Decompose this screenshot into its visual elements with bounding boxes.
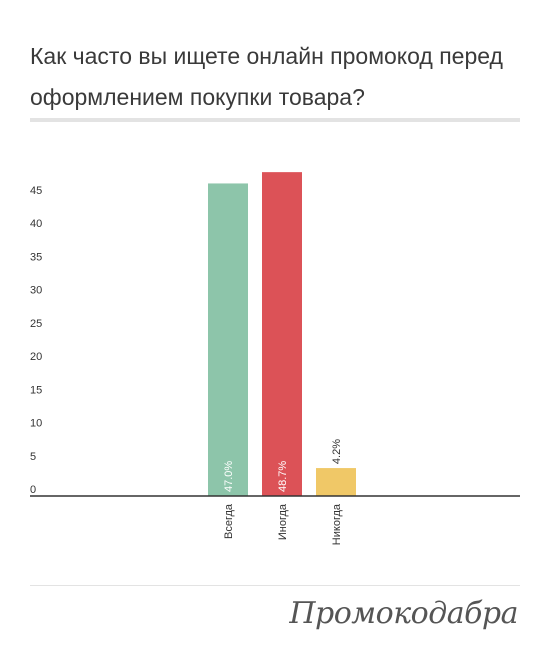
data-label: 47.0%	[223, 461, 235, 492]
brand-logo: Промокодабра	[289, 596, 518, 631]
data-labels: 47.0% 48.7% 4.2%	[223, 439, 343, 492]
bar-1	[208, 183, 248, 496]
data-label: 48.7%	[277, 461, 289, 492]
y-tick-label: 0	[30, 484, 36, 496]
bars	[208, 172, 356, 496]
bar-2	[262, 172, 302, 496]
bar-chart: 0 5 10 15 20 25 30 35 40 45 47.0% 48.7% 4.2% Всегда…	[30, 172, 520, 545]
y-tick-label: 10	[30, 418, 42, 430]
data-label: 4.2%	[331, 439, 343, 464]
y-tick-label: 40	[30, 218, 42, 230]
title-divider	[30, 118, 520, 122]
y-tick-label: 5	[30, 451, 36, 463]
x-tick-label: Всегда	[223, 503, 235, 539]
x-tick-label: Иногда	[277, 503, 289, 540]
x-tick-label: Никогда	[331, 503, 343, 545]
y-axis-ticks: 0 5 10 15 20 25 30 35 40 45	[30, 185, 42, 496]
y-tick-label: 45	[30, 185, 42, 197]
bar-3	[316, 468, 356, 496]
y-tick-label: 35	[30, 251, 42, 263]
y-tick-label: 30	[30, 285, 42, 297]
footer-divider	[30, 585, 520, 586]
y-tick-label: 20	[30, 351, 42, 363]
y-tick-label: 15	[30, 384, 42, 396]
y-tick-label: 25	[30, 318, 42, 330]
x-axis-ticks: Всегда Иногда Никогда	[223, 503, 343, 545]
chart-title: Как часто вы ищете онлайн промокод перед…	[30, 43, 503, 110]
